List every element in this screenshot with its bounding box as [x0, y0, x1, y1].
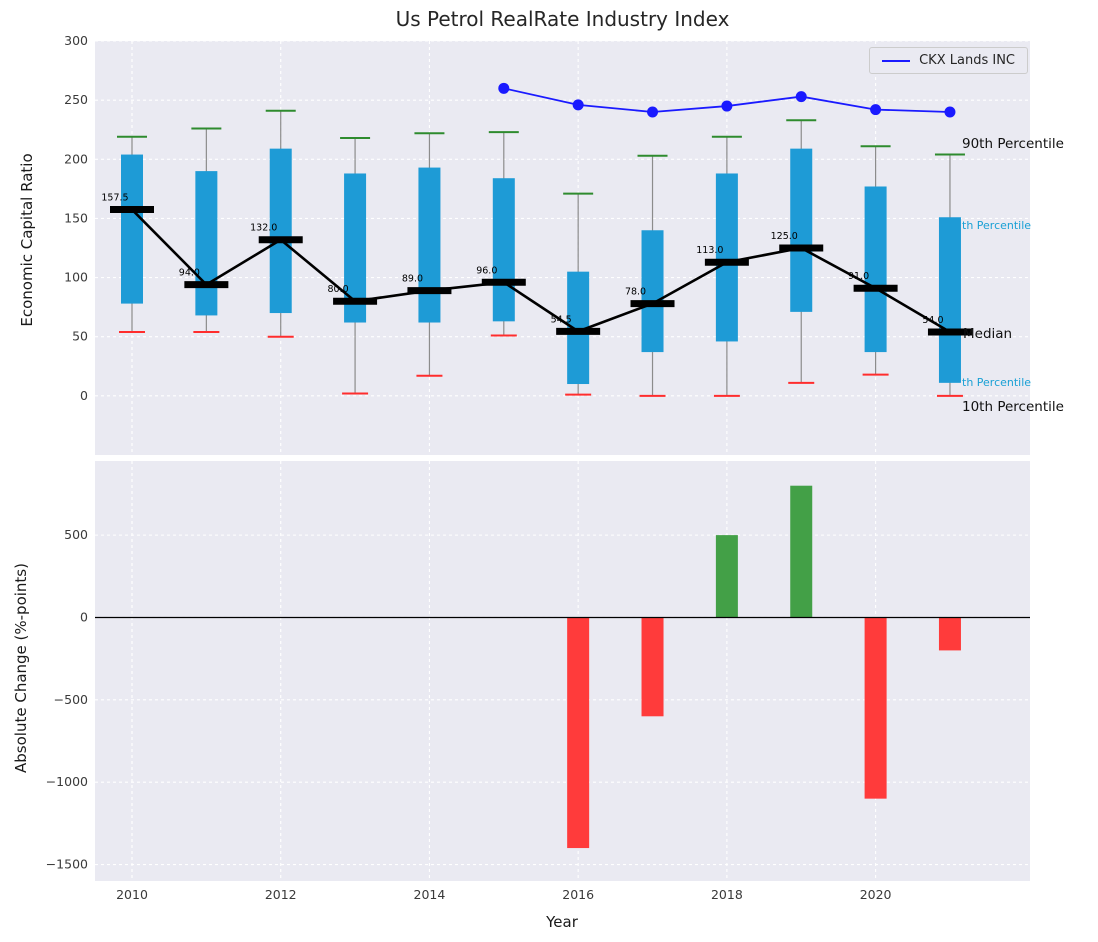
change-bar — [715, 535, 738, 618]
iqr-box — [195, 171, 218, 316]
median-value-label: 89.0 — [402, 274, 423, 285]
y-tick-label: 150 — [64, 210, 88, 225]
annotation-10th-percentile: 10th Percentile — [962, 399, 1064, 415]
iqr-box — [790, 148, 813, 312]
median-value-label: 96.0 — [476, 265, 497, 276]
chart-title: Us Petrol RealRate Industry Index — [395, 7, 730, 31]
legend-line-sample-icon — [882, 59, 911, 62]
iqr-box — [938, 217, 961, 383]
ckx-marker — [795, 91, 807, 103]
median-value-label: 91.0 — [848, 271, 869, 282]
y-tick-label: 50 — [72, 329, 88, 344]
y-axis-label-absolute-change: Absolute Change (%-points) — [12, 563, 30, 773]
median-value-label: 78.0 — [625, 287, 646, 298]
change-bar — [567, 617, 590, 849]
annotation-median: Median — [963, 326, 1013, 342]
median-value-label: 132.0 — [250, 223, 277, 234]
y-tick-label: 300 — [64, 33, 88, 48]
x-axis-label-year: Year — [546, 913, 578, 931]
median-trend-line — [131, 208, 951, 334]
y-tick-label: 200 — [64, 151, 88, 166]
iqr-box — [864, 186, 887, 353]
y-axis-label-economic-capital-ratio: Economic Capital Ratio — [18, 153, 36, 327]
iqr-box — [641, 230, 664, 353]
median-value-label: 80.0 — [328, 284, 349, 295]
ckx-marker — [721, 100, 733, 112]
bottom-plot-background — [95, 461, 1030, 881]
annotation-90th-percentile: 90th Percentile — [962, 136, 1064, 152]
change-bar — [641, 617, 664, 717]
iqr-box — [567, 271, 590, 385]
annotation-25th-percentile: th Percentile — [962, 376, 1032, 389]
ckx-marker — [498, 82, 510, 94]
y-tick-label: 0 — [80, 388, 88, 403]
change-bar — [864, 617, 887, 799]
annotation-75th-percentile: th Percentile — [962, 219, 1032, 232]
y-tick-label: 100 — [64, 270, 88, 285]
y-tick-label: −500 — [54, 692, 88, 707]
x-tick-label: 2018 — [711, 887, 743, 902]
ckx-marker — [870, 104, 882, 116]
y-tick-label: 250 — [64, 92, 88, 107]
iqr-box — [269, 148, 292, 314]
x-tick-label: 2014 — [414, 887, 446, 902]
median-value-label: 54.0 — [922, 315, 943, 326]
iqr-box — [715, 173, 738, 342]
x-tick-label: 2010 — [116, 887, 148, 902]
top-plot-background — [95, 41, 1030, 455]
x-tick-label: 2020 — [860, 887, 892, 902]
iqr-box — [121, 154, 143, 304]
median-value-label: 54.5 — [551, 314, 572, 325]
ckx-marker — [647, 106, 659, 118]
iqr-box — [344, 173, 367, 323]
ckx-marker — [572, 99, 584, 111]
median-value-label: 113.0 — [696, 245, 723, 256]
ckx-marker — [944, 106, 956, 118]
median-value-label: 94.0 — [179, 268, 200, 279]
x-tick-label: 2016 — [562, 887, 594, 902]
y-tick-label: −1500 — [46, 857, 88, 872]
change-bar — [938, 617, 961, 651]
y-tick-label: −1000 — [46, 774, 88, 789]
iqr-box — [492, 178, 515, 322]
legend-ckx-lands: CKX Lands INC — [869, 47, 1028, 74]
x-tick-label: 2012 — [265, 887, 297, 902]
y-tick-label: 0 — [80, 609, 88, 624]
change-bar — [790, 485, 813, 618]
legend-label: CKX Lands INC — [919, 53, 1015, 68]
iqr-box — [418, 167, 441, 323]
median-value-label: 125.0 — [771, 231, 798, 242]
median-value-label: 157.5 — [101, 193, 128, 204]
y-tick-label: 500 — [64, 527, 88, 542]
